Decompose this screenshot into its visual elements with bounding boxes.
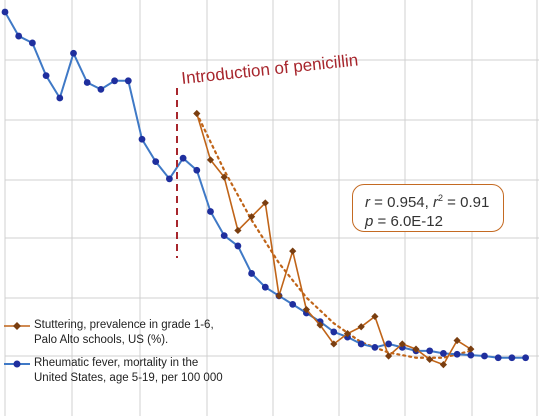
stuttering-point	[343, 330, 352, 338]
legend-label-stuttering: Stuttering, prevalence in grade 1-6, Pal…	[34, 319, 214, 346]
rheumatic-point	[371, 344, 379, 351]
stuttering-point	[371, 312, 379, 321]
stuttering-trendline	[195, 112, 472, 359]
stuttering-point	[261, 199, 269, 207]
rheumatic-point	[207, 208, 214, 215]
stuttering-point	[193, 109, 201, 118]
rheumatic-point	[97, 86, 105, 93]
stuttering-point	[248, 213, 256, 221]
rheumatic-point	[83, 79, 91, 86]
stuttering-point	[398, 340, 406, 348]
rheumatic-point	[111, 77, 118, 85]
rheumatic-point	[56, 94, 64, 102]
rheumatic-point	[289, 301, 297, 308]
stuttering-point	[412, 345, 420, 353]
rheumatic-point	[220, 232, 228, 240]
stuttering-series-layer	[193, 109, 475, 369]
stuttering-point	[426, 355, 434, 364]
rheumatic-point	[467, 351, 475, 359]
rheumatic-point	[15, 32, 23, 40]
stuttering-point	[289, 247, 297, 255]
correlation-stats-box: r = 0.954, r2 = 0.91 p = 6.0E-12	[352, 184, 504, 232]
rheumatic-point	[453, 350, 461, 358]
rheumatic-point	[508, 354, 516, 362]
r2-value: 0.91	[460, 194, 490, 211]
legend-swatch-rheumatic	[4, 360, 30, 368]
stuttering-point	[234, 226, 242, 235]
stuttering-point	[302, 305, 310, 314]
stats-line-1: r = 0.954, r2 = 0.91	[365, 193, 490, 211]
legend-swatch-stuttering	[4, 322, 30, 330]
rheumatic-point	[138, 135, 146, 143]
rheumatic-point	[152, 158, 160, 166]
stuttering-point	[467, 345, 475, 353]
stuttering-point	[316, 321, 324, 329]
rheumatic-point	[234, 242, 242, 250]
stuttering-point	[453, 336, 461, 345]
rheumatic-point	[522, 354, 529, 362]
rheumatic-point	[440, 350, 447, 357]
p-value: 6.0E-12	[390, 213, 443, 230]
rheumatic-point	[248, 270, 256, 277]
rheumatic-point	[193, 166, 201, 174]
legend-label-rheumatic: Rheumatic fever, mortality in the United…	[34, 357, 223, 384]
rheumatic-point	[494, 354, 502, 362]
legend: Stuttering, prevalence in grade 1-6, Pal…	[4, 318, 286, 394]
rheumatic-series-layer	[1, 8, 529, 362]
r-value: 0.954	[387, 194, 425, 211]
rheumatic-point	[29, 39, 36, 47]
trend-line-layer	[195, 112, 472, 359]
rheumatic-point	[124, 77, 132, 85]
rheumatic-point	[385, 340, 392, 348]
rheumatic-point	[426, 347, 434, 355]
stuttering-point	[330, 340, 338, 348]
rheumatic-point	[261, 283, 269, 291]
legend-item-stuttering: Stuttering, prevalence in grade 1-6, Pal…	[4, 318, 286, 348]
rheumatic-point	[42, 72, 50, 80]
rheumatic-point	[179, 154, 187, 162]
stuttering-point	[385, 352, 393, 360]
stuttering-point	[206, 156, 215, 164]
rheumatic-point	[357, 340, 365, 348]
stuttering-point	[275, 292, 283, 300]
stuttering-point	[220, 173, 228, 181]
stats-line-2: p = 6.0E-12	[365, 213, 443, 230]
rheumatic-point	[166, 175, 173, 183]
rheumatic-point	[70, 49, 77, 57]
stuttering-point	[357, 323, 365, 331]
stuttering-point	[439, 361, 447, 369]
rheumatic-point	[481, 352, 488, 360]
rheumatic-point	[330, 328, 338, 336]
rheumatic-point	[1, 8, 9, 16]
legend-item-rheumatic: Rheumatic fever, mortality in the United…	[4, 356, 286, 386]
